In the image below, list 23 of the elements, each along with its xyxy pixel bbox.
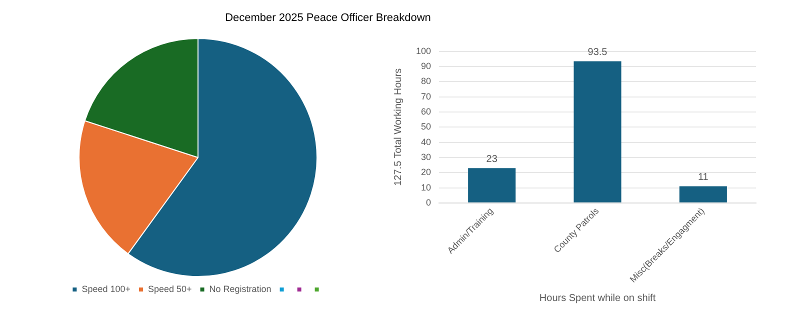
legend-label: Speed 100+ xyxy=(82,284,130,294)
y-tick-label: 0 xyxy=(426,197,432,208)
y-tick-label: 10 xyxy=(421,182,432,192)
y-tick-label: 60 xyxy=(421,106,432,116)
y-tick-label: 30 xyxy=(421,152,432,162)
chart-title: December 2025 Peace Officer Breakdown xyxy=(224,11,432,26)
bar xyxy=(679,186,727,202)
y-tick-label: 100 xyxy=(416,46,432,56)
y-tick-label: 50 xyxy=(421,122,432,132)
legend-label: No Registration xyxy=(209,284,272,294)
data-label: 93.5 xyxy=(588,47,608,58)
x-axis-title: Hours Spent while on shift xyxy=(539,292,656,304)
bar xyxy=(468,168,516,202)
legend-label: Speed 50+ xyxy=(148,284,192,294)
y-tick-label: 80 xyxy=(421,76,432,86)
y-tick-label: 20 xyxy=(421,167,432,178)
data-label: 11 xyxy=(698,172,709,184)
data-label: 23 xyxy=(486,154,498,165)
y-axis-title: 127.5 Total Working Hours xyxy=(392,68,404,186)
y-tick-label: 90 xyxy=(421,61,432,72)
bar xyxy=(574,61,622,202)
y-tick-label: 40 xyxy=(421,136,432,147)
y-tick-label: 70 xyxy=(421,91,432,102)
